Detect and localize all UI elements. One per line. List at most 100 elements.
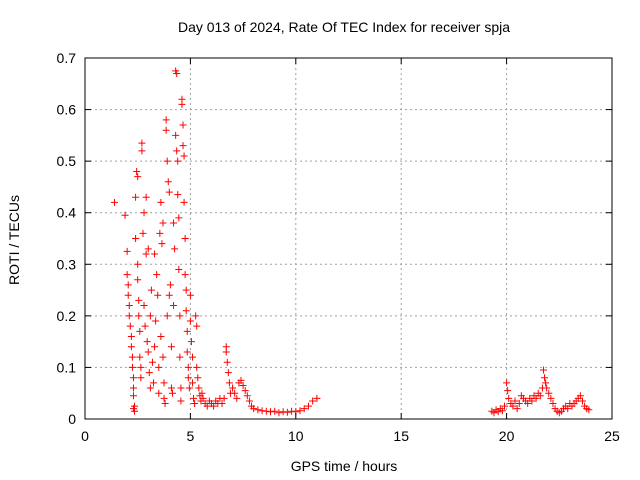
data-point bbox=[179, 121, 187, 129]
data-point bbox=[225, 379, 233, 387]
data-point bbox=[524, 400, 532, 408]
data-point bbox=[129, 384, 137, 392]
data-point bbox=[138, 139, 146, 147]
y-tick-label: 0.1 bbox=[57, 359, 77, 375]
data-point bbox=[151, 343, 159, 351]
data-point bbox=[241, 387, 249, 395]
data-point bbox=[275, 409, 283, 417]
data-point bbox=[154, 291, 162, 299]
data-point bbox=[124, 291, 132, 299]
data-point bbox=[283, 408, 291, 416]
data-point bbox=[545, 389, 553, 397]
data-point bbox=[159, 353, 167, 361]
data-point bbox=[498, 407, 506, 415]
x-tick-label: 20 bbox=[499, 428, 515, 444]
data-point bbox=[132, 235, 140, 242]
data-point bbox=[170, 302, 178, 310]
data-point bbox=[193, 322, 201, 330]
data-point bbox=[173, 147, 181, 155]
data-point bbox=[131, 402, 139, 410]
data-point bbox=[564, 405, 572, 413]
data-point bbox=[160, 379, 168, 387]
data-point bbox=[177, 397, 185, 405]
data-point bbox=[233, 394, 241, 402]
data-point bbox=[183, 327, 191, 335]
data-point bbox=[513, 405, 521, 413]
data-point bbox=[138, 147, 146, 155]
data-point bbox=[222, 348, 230, 356]
data-point bbox=[174, 157, 182, 165]
data-point bbox=[163, 312, 171, 320]
data-point bbox=[144, 245, 152, 253]
data-point bbox=[279, 408, 287, 416]
data-point bbox=[127, 332, 135, 340]
data-point bbox=[182, 286, 190, 294]
data-point bbox=[511, 397, 519, 405]
data-point bbox=[155, 389, 163, 397]
y-tick-label: 0.4 bbox=[57, 205, 77, 221]
data-point bbox=[254, 406, 262, 414]
data-point bbox=[133, 167, 141, 175]
data-point bbox=[167, 343, 175, 351]
data-point bbox=[504, 387, 512, 395]
data-point bbox=[313, 394, 321, 402]
data-point bbox=[141, 322, 149, 330]
y-tick-label: 0.6 bbox=[57, 102, 77, 118]
data-point bbox=[167, 384, 175, 392]
data-point bbox=[140, 209, 148, 217]
data-point bbox=[229, 384, 237, 392]
y-tick-label: 0.5 bbox=[57, 153, 77, 169]
data-point bbox=[195, 384, 203, 392]
data-point bbox=[162, 126, 170, 134]
data-point bbox=[304, 402, 312, 410]
data-point bbox=[158, 240, 166, 248]
x-tick-label: 25 bbox=[604, 428, 620, 444]
data-point bbox=[175, 265, 183, 273]
data-point bbox=[176, 353, 184, 361]
data-point bbox=[155, 363, 163, 371]
data-point bbox=[186, 291, 194, 299]
y-tick-label: 0.2 bbox=[57, 308, 77, 324]
data-point bbox=[180, 198, 188, 206]
data-point bbox=[124, 281, 132, 289]
data-point bbox=[541, 374, 549, 382]
data-point bbox=[192, 312, 200, 320]
data-point bbox=[134, 173, 142, 181]
data-point bbox=[132, 193, 140, 201]
data-point bbox=[503, 379, 511, 387]
data-point bbox=[123, 271, 131, 279]
data-point bbox=[193, 363, 201, 371]
data-point bbox=[134, 260, 142, 268]
data-point bbox=[173, 69, 181, 77]
data-point bbox=[181, 271, 189, 279]
data-point bbox=[171, 245, 179, 253]
data-point bbox=[162, 116, 170, 124]
data-point bbox=[296, 407, 304, 415]
data-point bbox=[137, 363, 145, 371]
data-point bbox=[142, 250, 150, 258]
data-point bbox=[189, 379, 197, 387]
data-point bbox=[505, 394, 513, 402]
data-point bbox=[190, 394, 198, 402]
x-tick-label: 0 bbox=[81, 428, 89, 444]
data-point bbox=[245, 397, 253, 405]
data-point bbox=[144, 348, 152, 356]
data-point bbox=[135, 312, 143, 320]
data-point bbox=[147, 286, 155, 294]
data-point bbox=[267, 408, 275, 416]
data-point bbox=[136, 353, 144, 361]
data-point bbox=[220, 394, 228, 402]
data-point bbox=[139, 229, 147, 237]
data-point bbox=[121, 211, 129, 219]
data-point bbox=[182, 307, 190, 315]
data-point bbox=[128, 363, 136, 371]
data-point bbox=[184, 363, 192, 371]
x-tick-label: 5 bbox=[187, 428, 195, 444]
data-point bbox=[189, 353, 197, 361]
data-point bbox=[151, 250, 159, 258]
data-point bbox=[146, 312, 154, 320]
data-point bbox=[129, 374, 137, 382]
y-tick-label: 0 bbox=[68, 411, 76, 427]
data-point bbox=[185, 384, 193, 392]
data-point bbox=[142, 193, 150, 201]
